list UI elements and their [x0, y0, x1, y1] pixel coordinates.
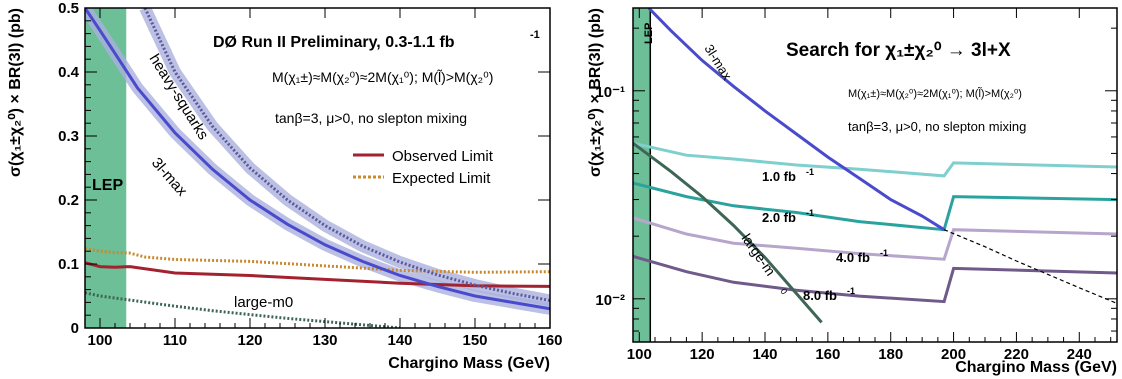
large-m0-label: large-m0 [234, 294, 293, 311]
y-tick-label: 0 [71, 320, 79, 337]
chart-title: DØ Run II Preliminary, 0.3-1.1 fb [213, 34, 455, 51]
plot-area [633, 8, 1117, 342]
series-line-4 [85, 291, 401, 328]
large-m0-subscript: 0 [778, 286, 789, 296]
plot-area [85, 8, 550, 328]
mass-relation: M(χ₁±)≈M(χ₂⁰)≈2M(χ₁⁰); M(l̃)>M(χ₂⁰) [848, 87, 1022, 100]
legend-label: Observed Limit [392, 148, 494, 165]
series-label-sup: -1 [806, 167, 814, 177]
series-label: 2.0 fb [762, 210, 796, 225]
3l-max-label: 3l-max [148, 154, 191, 199]
x-tick-label: 240 [1067, 346, 1092, 363]
left-chart: 100 110 120 130 140 150 160 0 0.1 0.2 0.3 0.4 0.5 Cha… [7, 0, 563, 372]
x-tick-label: 220 [1004, 346, 1029, 363]
plot-frame [84, 7, 551, 329]
x-tick-label: 160 [537, 332, 562, 349]
y-tick-label: 0.4 [58, 64, 80, 81]
series-label-sup: -1 [880, 248, 888, 258]
x-tick-label: 140 [387, 332, 412, 349]
mass-relation: M(χ₁±)≈M(χ₂⁰)≈2M(χ₁⁰); M(l̃)>M(χ₂⁰) [272, 68, 493, 85]
x-tick-label: 150 [462, 332, 487, 349]
params-note: tanβ=3, μ>0, no slepton mixing [275, 110, 467, 126]
series-label: 1.0 fb [762, 169, 796, 184]
right-chart: 100 120 140 160 180 200 220 240 10⁻² 10⁻¹ Chargino… [587, 7, 1118, 376]
series-line-6 [633, 141, 823, 324]
series-line-2 [85, 8, 550, 311]
series-line-0 [633, 141, 1117, 178]
y-tick-label: 0.1 [58, 256, 79, 273]
series-line-1 [633, 181, 1117, 232]
series-line-4 [647, 8, 945, 231]
series-label: 8.0 fb [803, 288, 837, 303]
series-label-sup: -1 [806, 208, 814, 218]
x-tick-label: 140 [752, 346, 777, 363]
large-m0-label: large-m [739, 231, 779, 279]
x-axis-label: Chargino Mass (GeV) [955, 359, 1117, 376]
x-tick-label: 180 [878, 346, 903, 363]
y-tick-label: 0.3 [58, 128, 79, 145]
series-line-5 [943, 229, 1117, 304]
x-tick-label: 110 [163, 332, 187, 349]
y-axis-label: σ(χ₁±χ₂⁰) × BR(3l) (pb) [7, 8, 24, 177]
series-label: 4.0 fb [836, 250, 870, 265]
series-line-3 [143, 8, 550, 302]
title-superscript: -1 [530, 29, 540, 41]
x-axis-label: Chargino Mass (GeV) [388, 355, 550, 372]
y-tick-label: 10⁻¹ [595, 84, 625, 101]
series-label-sup: -1 [847, 286, 855, 296]
x-tick-label: 160 [815, 346, 840, 363]
y-axis-label: σ(χ₁±χ₂⁰) × BR(3l) (pb) [587, 8, 604, 177]
y-tick-label: 0.5 [58, 0, 79, 17]
lep-exclusion-region [633, 8, 651, 342]
series-line-3 [633, 254, 1117, 304]
series-line-0 [85, 261, 550, 288]
chart-title: Search for χ₁±χ₂⁰ → 3l+X [786, 40, 1011, 61]
x-tick-label: 130 [312, 332, 337, 349]
y-tick-label: 0.2 [58, 192, 79, 209]
y-tick-label: 10⁻² [595, 292, 625, 309]
lep-label: LEP [643, 23, 655, 44]
lep-label: LEP [92, 177, 123, 194]
x-tick-label: 100 [627, 346, 652, 363]
x-tick-label: 200 [941, 346, 966, 363]
x-tick-label: 120 [690, 346, 715, 363]
params-note: tanβ=3, μ>0, no slepton mixing [848, 119, 1026, 134]
x-tick-label: 120 [237, 332, 262, 349]
series-line-2 [633, 216, 1117, 261]
x-tick-label: 100 [87, 332, 112, 349]
legend-label: Expected Limit [392, 170, 491, 187]
